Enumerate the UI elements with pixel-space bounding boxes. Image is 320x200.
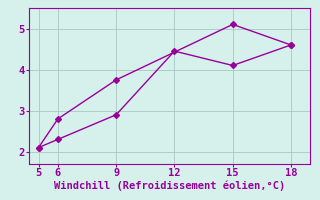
X-axis label: Windchill (Refroidissement éolien,°C): Windchill (Refroidissement éolien,°C)	[54, 181, 285, 191]
